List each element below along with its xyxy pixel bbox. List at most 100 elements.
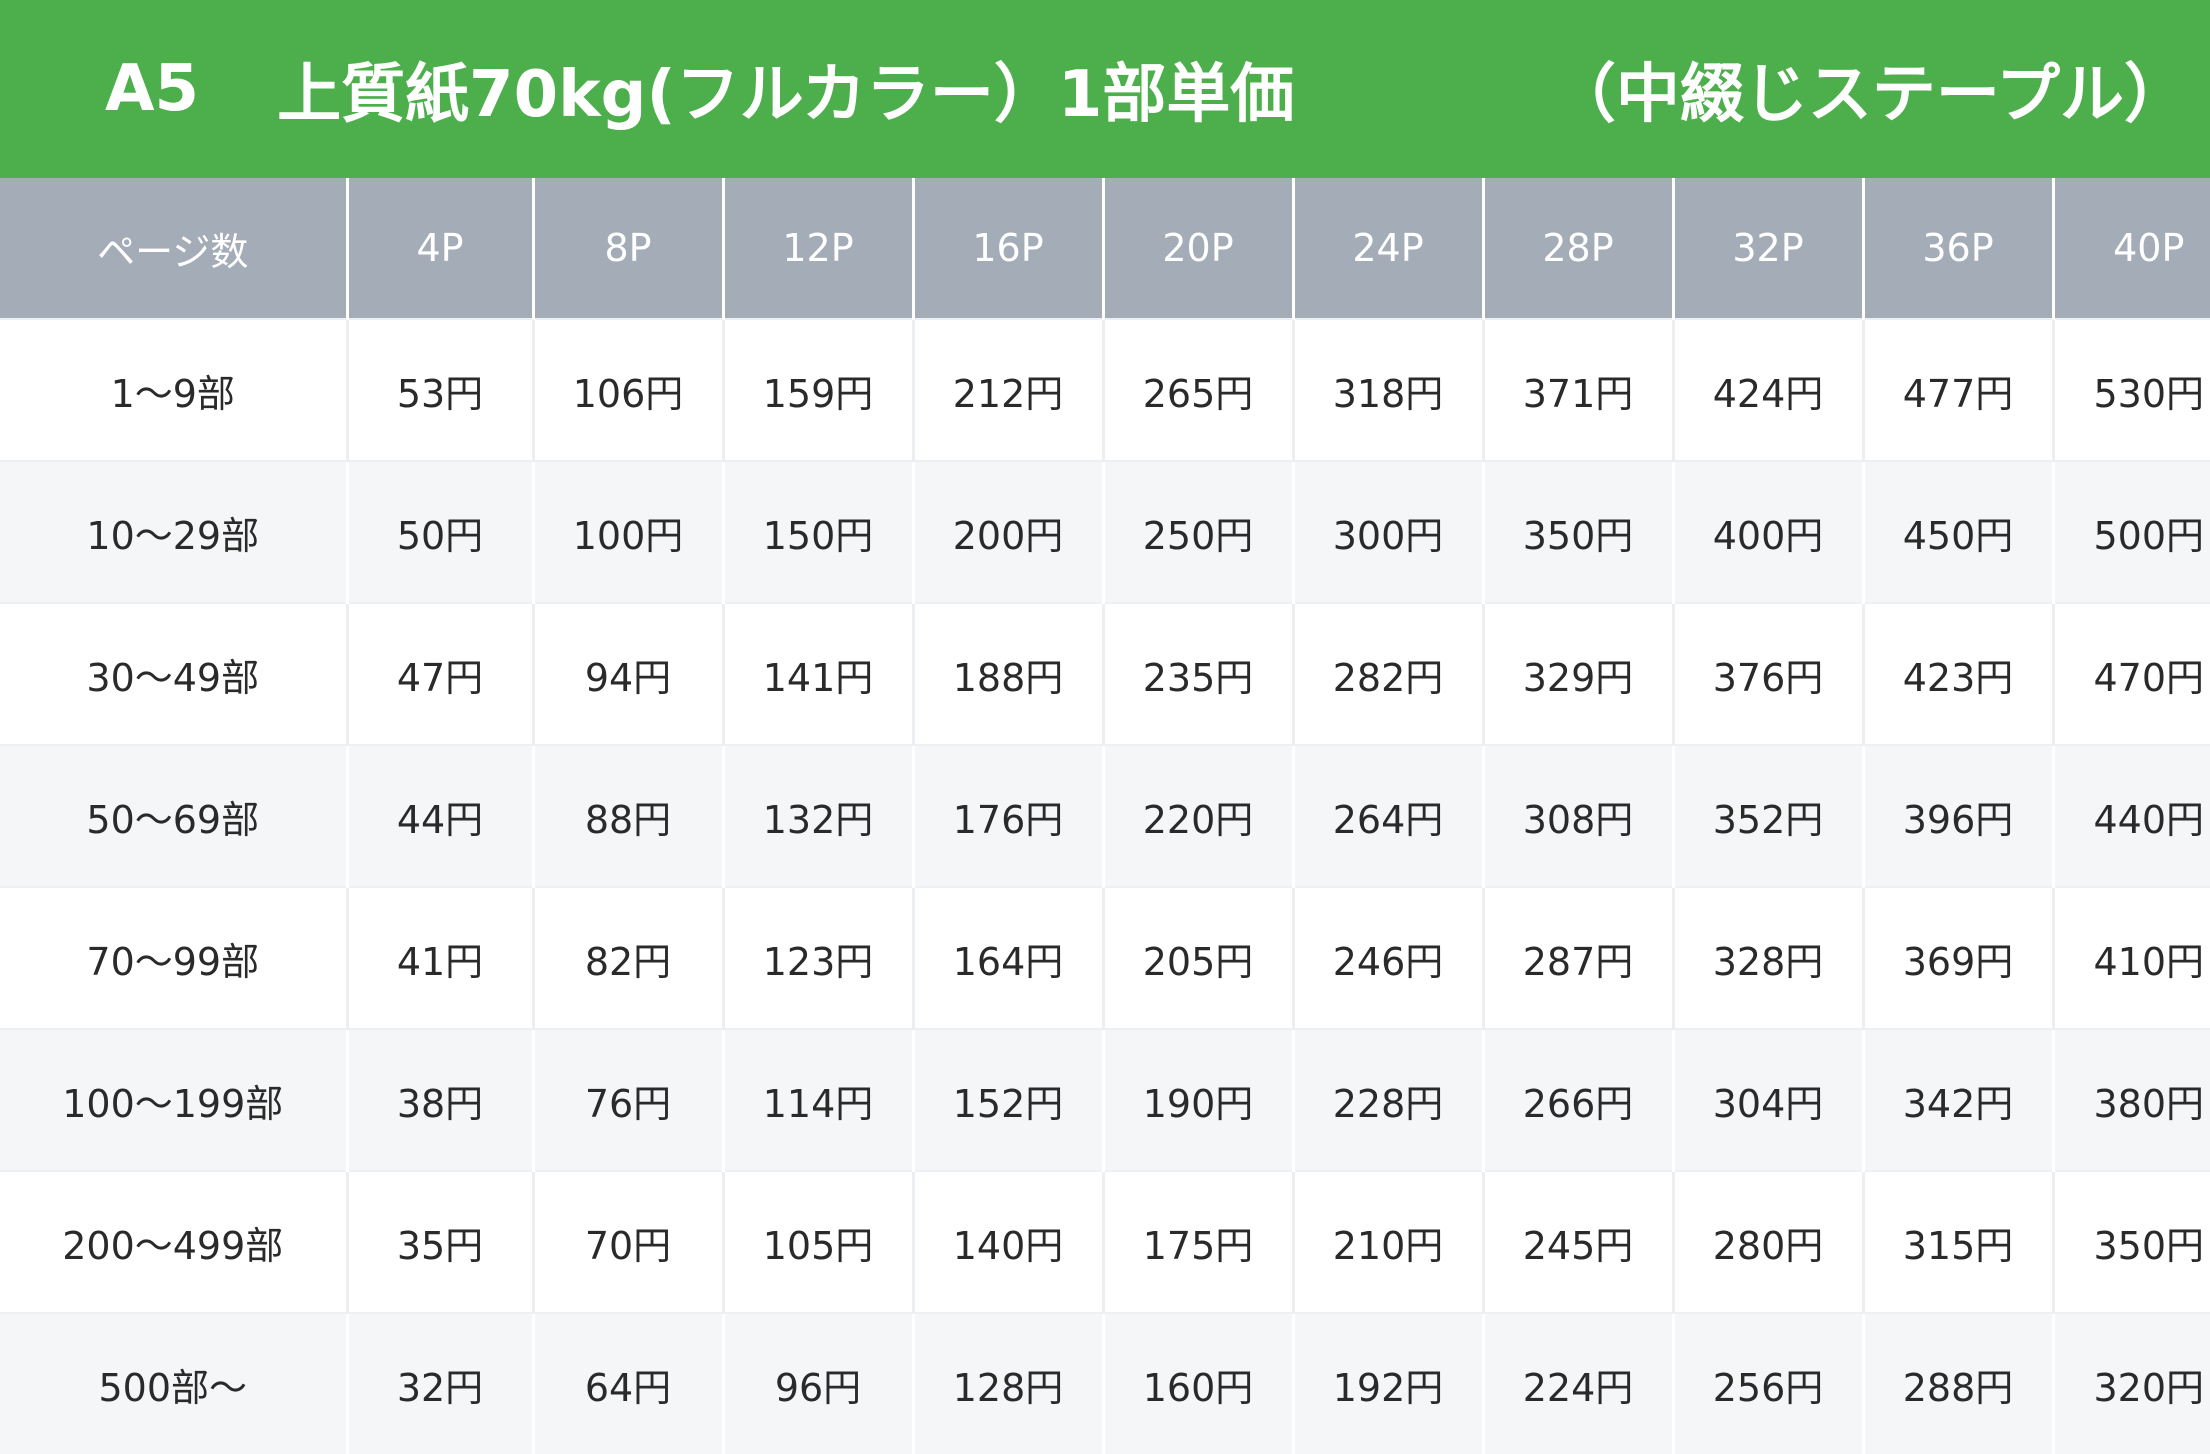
- price-table: ページ数 4P 8P 12P 16P 20P 24P 28P 32P 36P 4…: [0, 178, 2210, 1454]
- price-cell: 141円: [721, 603, 913, 745]
- price-cell: 396円: [1861, 745, 2053, 887]
- price-cell: 140円: [911, 1171, 1103, 1313]
- price-cell: 70円: [531, 1171, 723, 1313]
- price-cell: 328円: [1671, 887, 1863, 1029]
- price-cell: 250円: [1101, 461, 1293, 603]
- price-cell: 350円: [2051, 1171, 2210, 1313]
- table-row: 30〜49部 47円 94円 141円 188円 235円 282円 329円 …: [0, 603, 2210, 745]
- price-cell: 376円: [1671, 603, 1863, 745]
- header-cell: 4P: [345, 178, 533, 319]
- binding-label: （中綴じステープル）: [1551, 58, 2188, 132]
- price-cell: 423円: [1861, 603, 2053, 745]
- price-cell: 530円: [2051, 319, 2210, 461]
- price-cell: 315円: [1861, 1171, 2053, 1313]
- price-cell: 38円: [345, 1029, 533, 1171]
- price-cell: 320円: [2051, 1313, 2210, 1454]
- price-cell: 152円: [911, 1029, 1103, 1171]
- price-cell: 164円: [911, 887, 1103, 1029]
- price-cell: 477円: [1861, 319, 2053, 461]
- price-cell: 50円: [345, 461, 533, 603]
- header-cell: 8P: [531, 178, 723, 319]
- header-cell: 20P: [1101, 178, 1293, 319]
- price-cell: 500円: [2051, 461, 2210, 603]
- price-cell: 352円: [1671, 745, 1863, 887]
- price-cell: 256円: [1671, 1313, 1863, 1454]
- price-cell: 44円: [345, 745, 533, 887]
- header-cell: 40P: [2051, 178, 2210, 319]
- price-cell: 235円: [1101, 603, 1293, 745]
- price-cell: 300円: [1291, 461, 1483, 603]
- quantity-cell: 70〜99部: [0, 887, 347, 1029]
- header-cell: ページ数: [0, 178, 347, 319]
- price-cell: 350円: [1481, 461, 1673, 603]
- header-cell: 32P: [1671, 178, 1863, 319]
- quantity-cell: 200〜499部: [0, 1171, 347, 1313]
- price-cell: 159円: [721, 319, 913, 461]
- price-cell: 470円: [2051, 603, 2210, 745]
- table-row: 10〜29部 50円 100円 150円 200円 250円 300円 350円…: [0, 461, 2210, 603]
- price-cell: 35円: [345, 1171, 533, 1313]
- price-cell: 266円: [1481, 1029, 1673, 1171]
- price-cell: 450円: [1861, 461, 2053, 603]
- table-row: 200〜499部 35円 70円 105円 140円 175円 210円 245…: [0, 1171, 2210, 1313]
- price-cell: 282円: [1291, 603, 1483, 745]
- banner-title: 上質紙70kg(フルカラー）1部単価: [277, 58, 1295, 132]
- price-cell: 265円: [1101, 319, 1293, 461]
- price-cell: 94円: [531, 603, 723, 745]
- price-cell: 32円: [345, 1313, 533, 1454]
- header-cell: 16P: [911, 178, 1103, 319]
- price-cell: 41円: [345, 887, 533, 1029]
- price-cell: 176円: [911, 745, 1103, 887]
- price-cell: 190円: [1101, 1029, 1293, 1171]
- table-row: 500部〜 32円 64円 96円 128円 160円 192円 224円 25…: [0, 1313, 2210, 1454]
- quantity-cell: 1〜9部: [0, 319, 347, 461]
- header-cell: 36P: [1861, 178, 2053, 319]
- price-cell: 47円: [345, 603, 533, 745]
- header-cell: 12P: [721, 178, 913, 319]
- price-cell: 150円: [721, 461, 913, 603]
- table-row: 70〜99部 41円 82円 123円 164円 205円 246円 287円 …: [0, 887, 2210, 1029]
- price-cell: 82円: [531, 887, 723, 1029]
- quantity-cell: 100〜199部: [0, 1029, 347, 1171]
- price-cell: 105円: [721, 1171, 913, 1313]
- table-header-row: ページ数 4P 8P 12P 16P 20P 24P 28P 32P 36P 4…: [0, 178, 2210, 319]
- price-cell: 246円: [1291, 887, 1483, 1029]
- price-cell: 210円: [1291, 1171, 1483, 1313]
- price-cell: 106円: [531, 319, 723, 461]
- quantity-cell: 30〜49部: [0, 603, 347, 745]
- price-cell: 132円: [721, 745, 913, 887]
- price-cell: 342円: [1861, 1029, 2053, 1171]
- price-cell: 245円: [1481, 1171, 1673, 1313]
- price-cell: 114円: [721, 1029, 913, 1171]
- price-cell: 288円: [1861, 1313, 2053, 1454]
- price-cell: 175円: [1101, 1171, 1293, 1313]
- price-banner: A5 上質紙70kg(フルカラー）1部単価 （中綴じステープル）: [0, 0, 2210, 178]
- price-cell: 280円: [1671, 1171, 1863, 1313]
- price-cell: 128円: [911, 1313, 1103, 1454]
- price-cell: 424円: [1671, 319, 1863, 461]
- price-cell: 192円: [1291, 1313, 1483, 1454]
- price-cell: 88円: [531, 745, 723, 887]
- banner-title-group: A5 上質紙70kg(フルカラー）1部単価: [105, 43, 1294, 135]
- price-cell: 160円: [1101, 1313, 1293, 1454]
- price-cell: 188円: [911, 603, 1103, 745]
- price-cell: 329円: [1481, 603, 1673, 745]
- paper-size-label: A5: [105, 52, 200, 126]
- price-cell: 400円: [1671, 461, 1863, 603]
- price-cell: 200円: [911, 461, 1103, 603]
- price-cell: 224円: [1481, 1313, 1673, 1454]
- quantity-cell: 50〜69部: [0, 745, 347, 887]
- price-cell: 264円: [1291, 745, 1483, 887]
- price-cell: 53円: [345, 319, 533, 461]
- price-cell: 410円: [2051, 887, 2210, 1029]
- price-cell: 304円: [1671, 1029, 1863, 1171]
- price-cell: 205円: [1101, 887, 1293, 1029]
- price-cell: 308円: [1481, 745, 1673, 887]
- price-cell: 64円: [531, 1313, 723, 1454]
- table-row: 100〜199部 38円 76円 114円 152円 190円 228円 266…: [0, 1029, 2210, 1171]
- quantity-cell: 500部〜: [0, 1313, 347, 1454]
- price-cell: 318円: [1291, 319, 1483, 461]
- header-cell: 24P: [1291, 178, 1483, 319]
- price-cell: 100円: [531, 461, 723, 603]
- price-cell: 220円: [1101, 745, 1293, 887]
